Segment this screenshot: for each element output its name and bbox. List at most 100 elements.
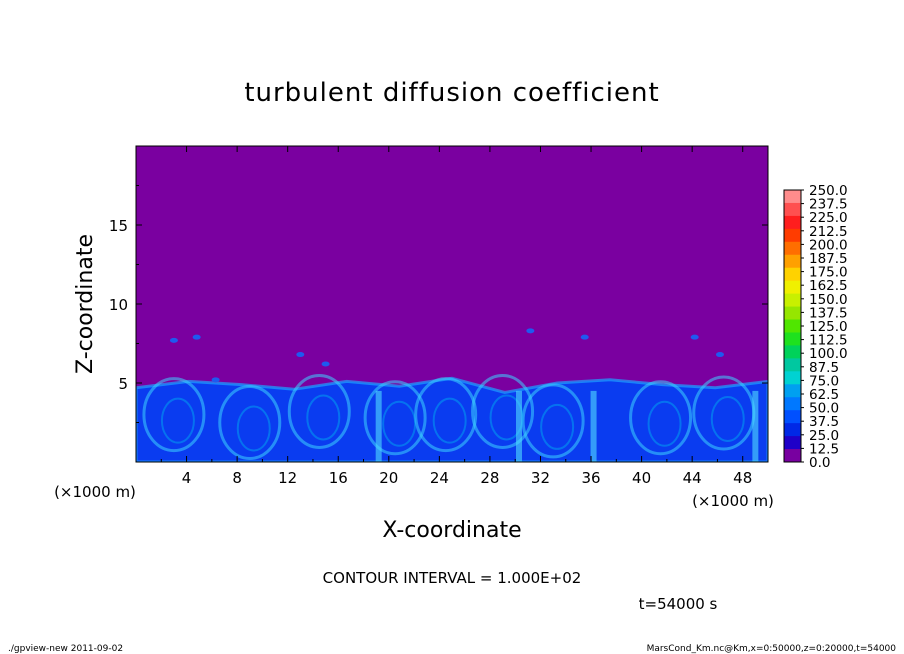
contour-interval: CONTOUR INTERVAL = 1.000E+02	[323, 569, 582, 587]
colorbar-swatch	[784, 202, 801, 217]
colorbar-swatch	[784, 397, 801, 411]
colorbar-swatch	[784, 358, 801, 372]
colorbar-swatch	[784, 254, 801, 269]
eddy	[142, 377, 206, 453]
blob	[580, 334, 589, 340]
colorbar-label: 187.5	[809, 251, 848, 267]
colorbar: 250.0237.5225.0212.5200.0187.5175.0162.5…	[783, 183, 848, 471]
blob	[526, 328, 535, 334]
colorbar-label: 125.0	[809, 319, 848, 335]
x-axis-label: X-coordinate	[382, 518, 521, 543]
colorbar-label: 87.5	[809, 360, 839, 376]
x-tick-label: 4	[182, 469, 192, 487]
colorbar-label: 250.0	[809, 183, 848, 199]
colorbar-swatch	[784, 436, 801, 450]
x-tick-label: 20	[379, 469, 398, 487]
blob	[690, 334, 699, 340]
eddy	[363, 380, 427, 456]
eddy-inner	[540, 403, 575, 450]
footer-left: ./gpview-new 2011-09-02	[8, 644, 123, 654]
turbulent-region	[136, 378, 768, 462]
colorbar-swatch	[784, 345, 801, 359]
eddy	[287, 373, 351, 449]
colorbar-label: 100.0	[809, 346, 848, 362]
y-tick-label: 15	[109, 217, 128, 235]
eddy-inner	[432, 397, 467, 444]
x-tick-label: 16	[329, 469, 348, 487]
blob	[211, 377, 220, 383]
colorbar-swatch	[784, 190, 801, 204]
colorbar-swatch	[784, 241, 801, 256]
eddy	[629, 380, 693, 456]
colorbar-label: 162.5	[809, 278, 848, 294]
colorbar-swatch	[784, 384, 801, 398]
colorbar-label: 0.0	[809, 455, 830, 471]
eddy-inner	[160, 397, 195, 444]
footer-right: MarsCond_Km.nc@Km,x=0:50000,z=0:20000,t=…	[647, 644, 897, 654]
eddy	[471, 373, 535, 449]
colorbar-swatch	[784, 410, 801, 424]
colorbar-swatch	[784, 280, 801, 295]
x-tick-label: 8	[232, 469, 242, 487]
eddy-inner	[306, 394, 341, 441]
colorbar-swatch	[784, 371, 801, 385]
x-axis: 4 8 12 16 20 24 28 32 36 40 44 48	[160, 146, 752, 487]
chart-title: turbulent diffusion coefficient	[244, 78, 659, 108]
colorbar-label: 212.5	[809, 224, 848, 240]
eddy	[414, 377, 478, 453]
colorbar-label: 12.5	[809, 441, 839, 457]
colorbar-label: 175.0	[809, 265, 848, 281]
x-unit-left: (×1000 m)	[54, 483, 136, 501]
x-tick-label: 36	[581, 469, 600, 487]
x-tick-label: 44	[683, 469, 702, 487]
blob	[169, 337, 178, 343]
colorbar-label: 37.5	[809, 414, 839, 430]
eddy-inner	[236, 405, 271, 452]
blob	[296, 352, 305, 358]
y-tick-label: 10	[109, 296, 128, 314]
colorbar-swatch	[784, 332, 801, 346]
x-unit-right: (×1000 m)	[692, 492, 774, 510]
colorbar-label: 237.5	[809, 197, 848, 213]
colorbar-swatch	[784, 306, 801, 321]
y-tick-label: 5	[118, 375, 128, 393]
plume	[752, 390, 759, 462]
x-tick-label: 48	[733, 469, 752, 487]
colorbar-swatch	[784, 215, 801, 230]
colorbar-label: 137.5	[809, 305, 848, 321]
colorbar-swatch	[784, 228, 801, 243]
colorbar-label: 62.5	[809, 387, 839, 403]
colorbar-swatch	[784, 319, 801, 333]
x-tick-label: 40	[632, 469, 651, 487]
colorbar-swatch	[784, 449, 801, 463]
colorbar-label: 112.5	[809, 333, 848, 349]
eddy	[218, 385, 282, 460]
plume	[515, 390, 522, 462]
x-tick-label: 28	[480, 469, 499, 487]
x-tick-label: 12	[278, 469, 297, 487]
y-axis: 5 10 15	[109, 185, 768, 423]
plume	[590, 390, 597, 462]
eddy-inner	[647, 400, 682, 447]
time-label: t=54000 s	[639, 595, 718, 613]
colorbar-label: 225.0	[809, 210, 848, 226]
plume	[375, 390, 382, 462]
turbulent-layer	[136, 328, 768, 462]
eddy-inner	[710, 396, 745, 443]
colorbar-label: 150.0	[809, 292, 848, 308]
colorbar-label: 75.0	[809, 373, 839, 389]
colorbar-swatch	[784, 293, 801, 308]
x-tick-label: 32	[531, 469, 550, 487]
colorbar-label: 200.0	[809, 237, 848, 253]
blob	[715, 352, 724, 358]
colorbar-label: 25.0	[809, 428, 839, 444]
colorbar-swatch	[784, 267, 801, 282]
colorbar-label: 50.0	[809, 401, 839, 417]
colorbar-swatch	[784, 423, 801, 437]
blob	[192, 334, 201, 340]
y-axis-label: Z-coordinate	[73, 234, 98, 374]
x-tick-label: 24	[430, 469, 449, 487]
blob	[321, 361, 330, 367]
eddy	[521, 383, 585, 459]
